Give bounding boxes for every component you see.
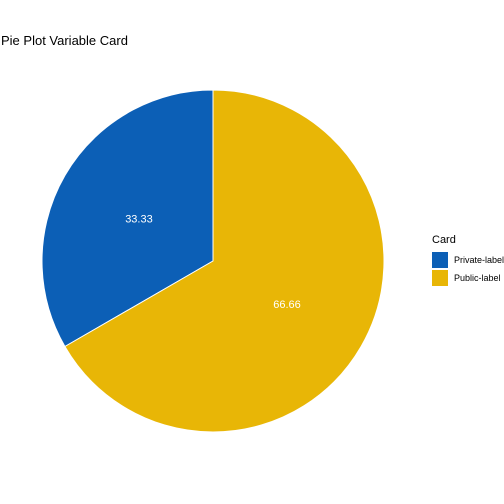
legend-item-private-label: Private-label <box>432 251 504 268</box>
pie-slice-public-label <box>64 89 385 433</box>
legend-title: Card <box>432 234 456 246</box>
slice-label-private-label: 33.33 <box>125 213 153 225</box>
chart-title: Pie Plot Variable Card <box>1 33 128 48</box>
legend-label-public-label: Public-label <box>454 272 501 283</box>
slice-label-public-label: 66.66 <box>273 299 301 311</box>
legend-item-public-label: Public-label <box>432 269 504 286</box>
legend-swatch-public-label <box>432 269 448 286</box>
legend: Card Private-label Public-label <box>432 234 504 287</box>
legend-swatch-private-label <box>432 251 448 268</box>
pie-slice-private-label <box>41 89 214 348</box>
legend-label-private-label: Private-label <box>454 254 504 265</box>
